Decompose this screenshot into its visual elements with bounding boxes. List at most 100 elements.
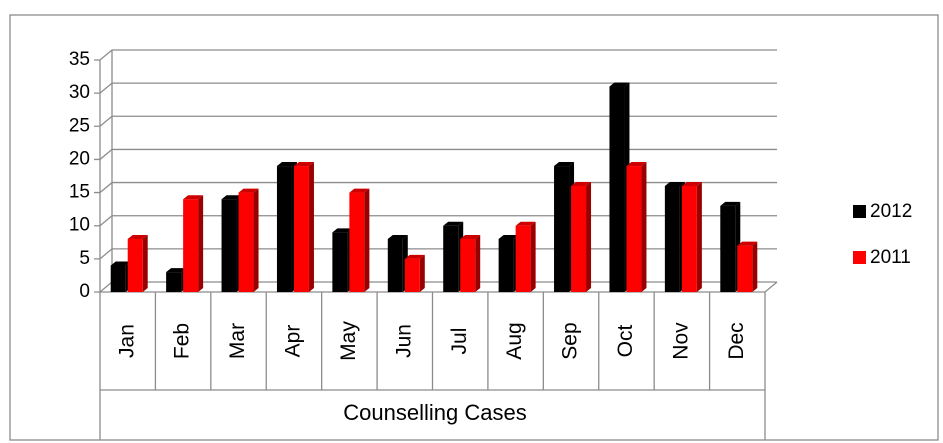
grid-line — [94, 181, 777, 194]
bar-front — [681, 185, 697, 292]
bar-side — [752, 241, 758, 292]
y-tick-label: 35 — [69, 49, 90, 70]
bar-top — [387, 234, 408, 239]
x-tick-label: Dec — [725, 322, 748, 359]
bar-front — [720, 205, 736, 292]
legend-label: 2011 — [870, 247, 911, 268]
grid-line — [94, 148, 777, 161]
bar-top — [737, 241, 758, 246]
y-tick-label: 15 — [69, 182, 90, 203]
bar-front — [460, 238, 476, 292]
legend-swatch — [853, 251, 866, 264]
bar-side — [586, 181, 592, 292]
grid-line — [94, 82, 777, 94]
x-tick-label: Jul — [448, 328, 471, 355]
bar-front — [626, 166, 642, 292]
bar-top — [110, 261, 131, 266]
x-tick-label: Jun — [392, 324, 415, 358]
x-tick-label: May — [337, 321, 360, 361]
x-axis-label: Counselling Cases — [343, 400, 526, 425]
bar-side — [308, 162, 314, 292]
bar-side — [475, 234, 481, 292]
bar-front — [183, 199, 199, 292]
bar — [626, 162, 647, 292]
bar-front — [387, 238, 403, 292]
y-tick-label: 25 — [69, 115, 90, 136]
bar-top — [349, 188, 370, 193]
bar-front — [515, 225, 531, 292]
x-tick-label: Aug — [503, 322, 526, 359]
x-tick-label: Sep — [559, 322, 582, 359]
bar-front — [404, 258, 420, 292]
bar-front — [276, 166, 292, 292]
bar — [460, 234, 481, 292]
bar — [110, 261, 131, 292]
bar-front — [110, 265, 126, 292]
x-tick-label: Jan — [115, 324, 138, 358]
bar — [571, 181, 592, 292]
grid-line — [94, 49, 777, 61]
bar-front — [293, 166, 309, 292]
x-tick-label: Mar — [226, 323, 249, 359]
bar-side — [364, 188, 370, 292]
legend-swatch — [853, 205, 866, 218]
bar — [681, 181, 702, 292]
bar-top — [609, 82, 630, 87]
bar-front — [554, 166, 570, 292]
bar-top — [664, 181, 685, 186]
bar-front — [166, 272, 182, 292]
x-tick-label: Apr — [282, 325, 305, 358]
chart-border — [9, 14, 939, 441]
bar-front — [349, 192, 365, 292]
bar-top — [332, 228, 353, 233]
y-tick-label: 20 — [69, 148, 90, 169]
bar — [515, 221, 536, 292]
bar-top — [720, 201, 741, 206]
bar-side — [530, 221, 536, 292]
bar-side — [253, 188, 259, 292]
bar-front — [443, 225, 459, 292]
bar — [127, 234, 148, 292]
y-tick-label: 30 — [69, 82, 90, 103]
x-tick-label: Feb — [171, 323, 194, 359]
legend-label: 2012 — [870, 201, 912, 222]
bar-top — [443, 221, 464, 226]
bar-top — [498, 234, 519, 239]
bar-front — [609, 86, 625, 292]
bar-top — [626, 162, 647, 167]
y-tick-label: 10 — [69, 215, 90, 236]
bar-top — [681, 181, 702, 186]
bar-top — [166, 268, 187, 273]
bar — [737, 241, 758, 292]
bar-top — [571, 181, 592, 186]
bar — [293, 162, 314, 292]
bar-front — [498, 238, 514, 292]
bar-top — [127, 234, 148, 239]
bar-top — [404, 254, 425, 259]
bar — [349, 188, 370, 292]
bar-top — [276, 162, 297, 167]
bar-front — [221, 199, 237, 292]
bar-top — [221, 195, 242, 200]
bar-top — [293, 162, 314, 167]
bar-front — [332, 232, 348, 292]
bar-top — [183, 195, 204, 200]
x-tick-label: Nov — [669, 322, 692, 360]
bar-front — [238, 192, 254, 292]
bar-top — [515, 221, 536, 226]
bar-top — [238, 188, 259, 193]
bar-top — [460, 234, 481, 239]
grid-line — [94, 115, 777, 127]
bar-side — [696, 181, 702, 292]
bar-top — [554, 162, 575, 167]
grid-line — [94, 215, 777, 227]
bar-side — [142, 234, 148, 292]
bar — [404, 254, 425, 292]
x-tick-label: Oct — [614, 325, 637, 358]
bar-side — [198, 195, 204, 292]
bar-front — [571, 185, 587, 292]
y-tick-label: 5 — [79, 248, 90, 269]
y-tick-label: 0 — [79, 281, 90, 302]
bar — [183, 195, 204, 292]
